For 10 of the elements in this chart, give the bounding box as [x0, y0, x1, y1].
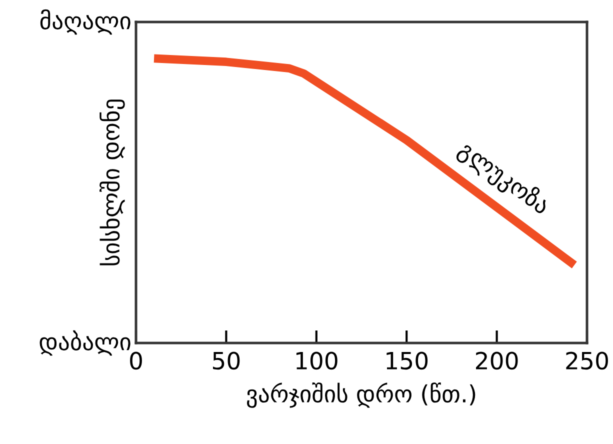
x-tick-label: 150 [386, 352, 428, 370]
x-tick-label: 100 [296, 352, 338, 370]
x-axis-title: ვარჯიშის დრო (წთ.) [246, 382, 476, 408]
x-tick-label: 200 [476, 352, 518, 370]
x-tick-label: 0 [130, 352, 142, 370]
text: მაღალი [40, 9, 130, 35]
text: დაბალი [40, 330, 130, 356]
x-tick-label: 250 [566, 352, 608, 370]
x-tick-label: 50 [213, 352, 240, 370]
y-axis-title: სისხლში დონე [100, 100, 125, 266]
